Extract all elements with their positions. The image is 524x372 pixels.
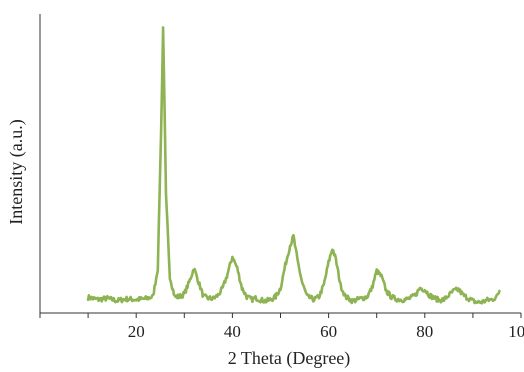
series-layer (86, 26, 501, 305)
chart-axes: 20 40 60 80 100 (39, 14, 524, 341)
x-tick-label: 80 (416, 322, 433, 341)
x-tick-label: 20 (128, 322, 145, 341)
x-tick-label: 60 (320, 322, 337, 341)
y-axis-title: Intensity (a.u.) (6, 119, 27, 224)
x-axis-title: 2 Theta (Degree) (228, 348, 351, 369)
x-tick-label: 40 (224, 322, 241, 341)
x-tick-label: 100 (508, 322, 524, 341)
x-axis-ticks: 20 40 60 80 100 (39, 313, 524, 341)
xrd-series-line (86, 26, 501, 305)
